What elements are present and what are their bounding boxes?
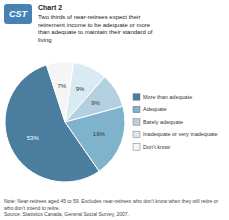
data-label: 9% <box>76 86 85 92</box>
note: Note: Near-retirees aged 45 to 59. Exclu… <box>4 198 218 210</box>
legend-item: More than adequate <box>133 94 192 101</box>
text-line: Inadequate or very inadequate <box>143 131 218 137</box>
data-labels: 53% 19% 9% 9% 7% <box>27 83 106 141</box>
text-line: Barely adequate <box>143 119 183 125</box>
data-label: 7% <box>58 83 67 89</box>
legend-item: Inadequate or very inadequate <box>133 131 218 138</box>
subtitle: Chart 2 <box>38 4 62 11</box>
header: CST Chart 2 Two thirds of near-retirees ex… <box>4 4 153 43</box>
text-line: who don't intend to retire. <box>4 205 60 211</box>
legend-label: Barely adequate <box>143 119 183 125</box>
note: Source: Statistics Canada, General Socia… <box>4 211 129 217</box>
legend-label: Don't know <box>143 144 170 150</box>
legend-swatch <box>133 94 140 101</box>
legend-label: More than adequate <box>143 94 192 100</box>
badge <box>4 4 32 24</box>
text-line: More than adequate <box>143 94 192 100</box>
slice <box>46 62 73 122</box>
legend: More than adequate Adequate Barely adequat… <box>133 94 218 151</box>
text-line: Source: Statistics Canada, General Socia… <box>4 211 129 217</box>
text-line: Note: Near-retirees aged 45 to 59. Exclu… <box>4 198 218 204</box>
title-line: Two thirds of near-retirees expect their <box>38 14 140 20</box>
text-line: Don't know <box>143 144 170 150</box>
data-label: 53% <box>27 135 40 141</box>
data-label: 9% <box>91 100 100 106</box>
title-line: living <box>38 37 52 43</box>
legend-item: Adequate <box>133 106 167 113</box>
legend-label: Adequate <box>143 106 167 112</box>
pie <box>5 62 125 182</box>
legend-swatch <box>133 119 140 126</box>
text-line: Adequate <box>143 106 167 112</box>
legend-item: Barely adequate <box>133 119 183 126</box>
legend-label: Inadequate or very inadequate <box>143 131 218 137</box>
chart: CST Chart 2 Two thirds of near-retirees ex… <box>0 0 229 220</box>
data-label: 19% <box>93 131 106 137</box>
legend-swatch <box>133 131 140 138</box>
title: Two thirds of near-retirees expect their… <box>38 14 153 43</box>
title-line: than adequate to maintain their standard… <box>38 29 153 35</box>
title-line: retirement income to be adequate or more <box>38 22 151 28</box>
legend-item: Don't know <box>133 144 170 151</box>
legend-swatch <box>133 106 140 113</box>
legend-swatch <box>133 144 140 151</box>
badge-label: CST <box>9 9 29 19</box>
